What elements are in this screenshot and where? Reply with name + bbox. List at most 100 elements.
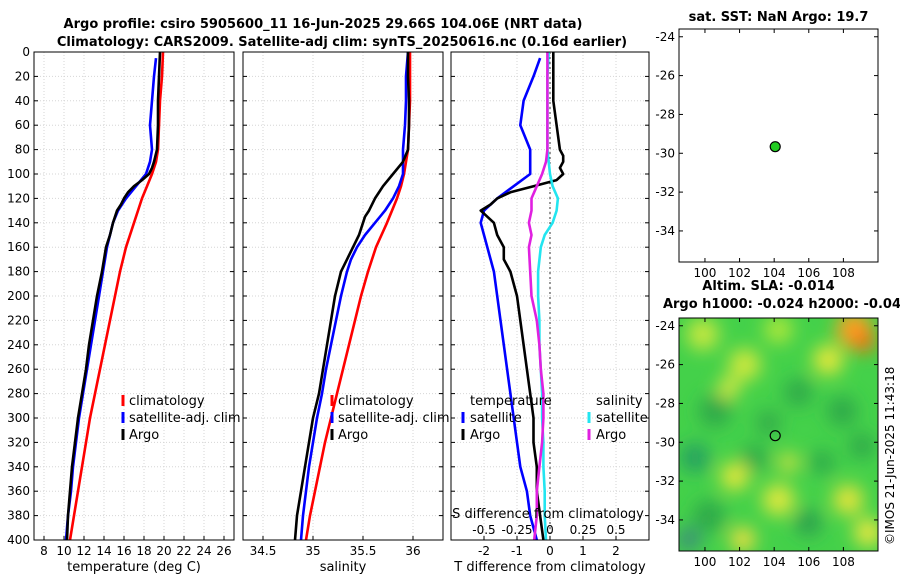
y-tick-label: 40 [15, 94, 30, 108]
map-x-tick-label: 106 [797, 266, 820, 280]
map-y-tick-label: -30 [655, 146, 675, 160]
y-tick-label: 100 [7, 167, 30, 181]
sla-map-panel: 100 102 104 106 108 -24 -26 -28 -30 -32 -34 Altim. … [655, 279, 900, 569]
x-tick-label: 18 [136, 544, 151, 558]
heatmap-blob [718, 377, 739, 398]
y-tick-label: 260 [7, 362, 30, 376]
map-x-tick-label: 102 [728, 555, 751, 569]
sst-map-panel: 100 102 104 106 108 -24 -26 -28 -30 -32 -34 sat. SS… [655, 10, 879, 280]
y-tick-label: 200 [7, 289, 30, 303]
x-axis-label: T difference from climatology [453, 560, 646, 575]
y-tick-label: 220 [7, 313, 30, 327]
series-line-salinity-argo [527, 52, 549, 541]
legend-label: climatology [338, 394, 414, 409]
x-tick-label: -2 [478, 544, 490, 558]
map-y-tick-label: -28 [655, 107, 675, 121]
x-tick-label: 12 [76, 544, 91, 558]
x-tick-label: 10 [56, 544, 71, 558]
y-tick-label: 80 [15, 143, 30, 157]
y-tick-label: 0 [22, 45, 30, 59]
heatmap-blob [686, 318, 719, 351]
series-line-argo [65, 51, 162, 541]
profile-panel-1: 34.5 35 35.5 36 salinity climatology satellite… [242, 51, 450, 575]
heatmap-blob [827, 396, 858, 427]
x-tick-label: 26 [216, 544, 231, 558]
y-tick-label: 120 [7, 191, 30, 205]
x-tick-label: 22 [176, 544, 191, 558]
x-tick-label: 2 [612, 544, 620, 558]
heatmap-blob [720, 462, 749, 491]
x-tick-label: 8 [40, 544, 48, 558]
y-tick-label: 240 [7, 338, 30, 352]
legend-label: climatology [129, 394, 205, 409]
y-tick-label: 20 [15, 69, 30, 83]
heatmap-blob [849, 433, 876, 460]
heatmap-blob [813, 344, 844, 375]
y-tick-label: 140 [7, 216, 30, 230]
x-tick-label: 14 [96, 544, 111, 558]
map-x-tick-label: 104 [763, 555, 786, 569]
map-y-tick-label: -26 [655, 69, 675, 83]
x-tick-label: -1 [511, 544, 523, 558]
heatmap-blob [810, 450, 835, 475]
x-tick-label: 1 [579, 544, 587, 558]
x-tick-label: 35.5 [350, 544, 377, 558]
series-line-satellite-adj-clim [64, 57, 158, 541]
map-y-tick-label: -32 [655, 185, 675, 199]
heatmap-blobs [679, 318, 878, 551]
map-x-tick-label: 100 [694, 266, 717, 280]
x-tick-label: 36 [405, 544, 420, 558]
profile-panel-2: -2 -1 0 1 2 T difference from climatology S di… [450, 51, 650, 575]
heatmap-blob [833, 484, 864, 515]
heatmap-blob [854, 518, 878, 547]
x-tick-label: 20 [156, 544, 171, 558]
legend-label: Argo [129, 428, 159, 443]
heatmap-blob [741, 444, 768, 471]
sla-title-line-1: Altim. SLA: -0.014 [702, 279, 834, 294]
secondary-x-tick-label: -0.25 [501, 523, 532, 537]
map-x-tick-label: 106 [797, 555, 820, 569]
y-tick-label: 280 [7, 387, 30, 401]
legend-title-temperature: temperature [470, 394, 552, 409]
sla-heatmap [679, 318, 878, 551]
profile-panel-0: 0 20 40 60 80 100 120 140 160 180 200 220 240 260 280 3… [7, 45, 241, 575]
x-tick-label: 35 [305, 544, 320, 558]
heatmap-blob [698, 395, 731, 428]
map-x-tick-label: 100 [694, 555, 717, 569]
sla-title-line-2: Argo h1000: -0.024 h2000: -0.046 [663, 297, 900, 312]
sst-title: sat. SST: NaN Argo: 19.7 [689, 10, 869, 25]
y-tick-label: 180 [7, 265, 30, 279]
secondary-x-tick-label: 0.5 [606, 523, 625, 537]
x-axis-label: salinity [320, 560, 367, 575]
y-tick-label: 300 [7, 411, 30, 425]
map-x-tick-label: 104 [763, 266, 786, 280]
x-tick-label: 24 [196, 544, 211, 558]
x-axis-label: temperature (deg C) [67, 560, 201, 575]
series-line-argo [293, 52, 411, 541]
y-tick-label: 60 [15, 118, 30, 132]
map-y-tick-label: -32 [655, 474, 675, 488]
legend-label: satellite-adj. clim [129, 411, 241, 426]
map-y-tick-label: -34 [655, 513, 675, 527]
heatmap-blob [762, 483, 795, 516]
secondary-x-tick-label: 0.25 [570, 523, 597, 537]
secondary-x-tick-label: 0 [546, 523, 554, 537]
heatmap-blob [679, 527, 701, 551]
title-line-1: Argo profile: csiro 5905600_11 16-Jun-20… [64, 17, 583, 32]
heatmap-blob [756, 410, 781, 435]
y-tick-label: 360 [7, 484, 30, 498]
x-tick-label: 0 [546, 544, 554, 558]
map-y-tick-label: -28 [655, 396, 675, 410]
y-tick-label: 340 [7, 460, 30, 474]
heatmap-blob [795, 510, 822, 537]
y-tick-label: 400 [7, 533, 30, 547]
float-position-marker [769, 141, 781, 153]
legend-title-salinity: salinity [596, 394, 643, 409]
y-tick-label: 160 [7, 240, 30, 254]
secondary-x-label: S difference from climatology [452, 507, 644, 522]
map-y-tick-label: -24 [655, 319, 675, 333]
copyright-text: ©IMOS 21-Jun-2025 11:43:18 [883, 367, 897, 545]
legend-label: satellite [596, 411, 648, 426]
series-line-satellite-adj-clim [299, 51, 410, 541]
